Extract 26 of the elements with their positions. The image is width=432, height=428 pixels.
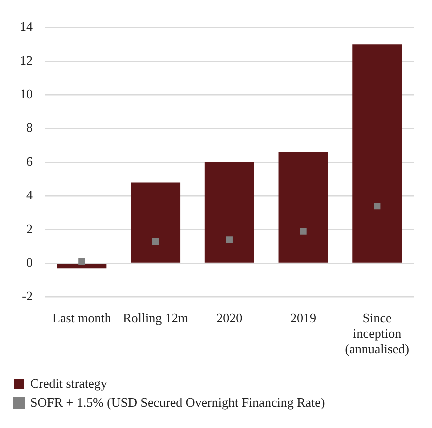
y-tick-label: 14: [20, 19, 34, 34]
bar: [352, 44, 402, 263]
x-tick-label: 2019: [290, 310, 317, 326]
bar: [278, 152, 328, 263]
point: [226, 236, 233, 244]
x-tick-label: Rolling 12m: [123, 310, 188, 326]
x-tick-label: Last month: [52, 310, 112, 326]
x-tick-label: Since inception (annualised): [345, 310, 410, 357]
x-tick-label: 2020: [216, 310, 243, 326]
point: [300, 228, 307, 235]
point: [78, 258, 86, 266]
point: [152, 238, 160, 245]
legend-label: Credit strategy: [30, 376, 108, 391]
y-tick-label: 8: [26, 120, 33, 136]
y-tick-label: 12: [20, 52, 33, 68]
legend-label: SOFR + 1.5% (USD Secured Overnight Financing Rate): [30, 394, 326, 410]
y-tick-label: 10: [20, 86, 33, 102]
y-tick-label: -2: [22, 288, 33, 304]
y-tick-label: 2: [26, 221, 33, 236]
point: [374, 202, 381, 210]
y-tick-label: 4: [26, 188, 34, 203]
bar: [204, 162, 254, 263]
y-tick-label: 6: [26, 154, 34, 169]
bar: [57, 264, 107, 269]
y-tick-label: 0: [26, 254, 33, 270]
bar: [131, 182, 181, 263]
